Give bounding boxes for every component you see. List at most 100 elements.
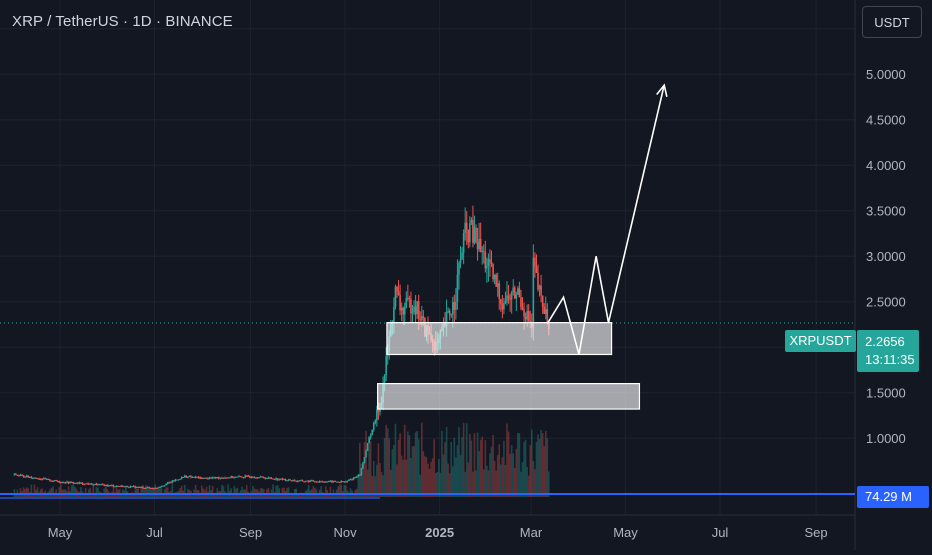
volume-bar: [159, 488, 161, 497]
volume-bar: [535, 441, 538, 497]
candle-body: [393, 306, 395, 323]
volume-bar: [140, 487, 143, 497]
candle-body: [179, 478, 181, 480]
candle-body: [397, 291, 400, 296]
candle-body: [218, 477, 220, 479]
volume-bar: [376, 464, 378, 497]
volume-bar: [95, 486, 98, 497]
candle-body: [185, 475, 188, 478]
volume-bar: [221, 484, 223, 497]
candle-body: [46, 479, 48, 481]
candle-body: [98, 484, 101, 486]
candle-body: [546, 309, 549, 324]
candle-body: [214, 476, 217, 479]
candle-body: [187, 476, 189, 478]
candle-body: [280, 478, 282, 480]
candle-body: [524, 316, 527, 320]
candle-body: [489, 259, 491, 262]
candle-body: [445, 311, 448, 326]
candle-body: [224, 477, 226, 479]
volume-bar: [507, 431, 510, 497]
candle-body: [27, 475, 30, 478]
candle-body: [156, 487, 158, 489]
candle-body: [451, 302, 454, 315]
candle-body: [86, 483, 88, 485]
volume-bar: [498, 444, 501, 497]
symbol-price-label: XRPUSDT: [785, 330, 856, 352]
candle-body: [106, 484, 109, 486]
candle-body: [207, 478, 209, 480]
candle-body: [87, 483, 90, 485]
volume-bar: [18, 493, 20, 497]
volume-bar: [366, 469, 369, 497]
price-tick-label: 1.5000: [866, 386, 906, 401]
candle-body: [115, 485, 118, 487]
candle-body: [114, 486, 116, 488]
volume-bar: [97, 487, 99, 497]
candle-body: [286, 480, 288, 482]
currency-button[interactable]: USDT: [862, 6, 922, 38]
volume-bar: [416, 431, 418, 497]
candle-body: [281, 478, 284, 480]
volume-bar: [430, 461, 432, 497]
volume-bar: [92, 485, 95, 497]
candle-body: [297, 481, 299, 483]
candle-body: [143, 488, 146, 490]
candle-body: [176, 479, 178, 481]
candle-body: [479, 238, 482, 252]
candle-body: [470, 220, 473, 224]
candle-body: [149, 487, 152, 489]
volume-bar: [328, 493, 330, 497]
candle-body: [173, 480, 175, 482]
volume-bar: [500, 464, 502, 497]
candle-body: [261, 476, 264, 478]
volume-bar: [442, 454, 445, 497]
candle-body: [481, 250, 484, 252]
volume-bar: [363, 442, 366, 497]
candle-body: [171, 480, 174, 483]
volume-bar: [472, 471, 474, 497]
candle-body: [132, 486, 135, 488]
volume-bar: [517, 432, 519, 497]
candle-body: [523, 309, 525, 317]
candle-body: [368, 437, 370, 443]
candle-body: [355, 477, 358, 479]
candle-body: [293, 480, 296, 482]
volume-bar: [211, 485, 214, 497]
volume-bar: [464, 471, 466, 497]
volume-bar: [245, 485, 248, 497]
volume-bar: [295, 488, 298, 497]
volume-bar: [58, 487, 61, 497]
volume-bar: [447, 463, 449, 497]
candle-body: [225, 477, 228, 479]
candle-body: [83, 483, 85, 485]
candle-body: [253, 477, 256, 479]
candle-body: [180, 477, 183, 479]
volume-bar: [532, 460, 535, 497]
candle-body: [458, 263, 460, 275]
volume-bar: [120, 493, 123, 497]
candle-body: [238, 476, 240, 478]
candle-body: [478, 238, 480, 250]
volume-bar: [230, 488, 233, 497]
volume-bar: [400, 455, 403, 497]
candle-body: [72, 482, 74, 484]
volume-bar: [461, 437, 463, 497]
price-tick-label: 4.0000: [866, 158, 906, 173]
candle-body: [264, 477, 267, 479]
candle-body: [103, 484, 105, 486]
candle-body: [453, 302, 456, 310]
volume-bar: [103, 488, 105, 497]
volume-bar: [357, 476, 360, 497]
candle-body: [42, 478, 45, 480]
candle-body: [108, 485, 110, 487]
volume-bar: [125, 486, 127, 497]
volume-bar: [380, 471, 383, 497]
volume-bar: [444, 442, 446, 497]
candle-body: [498, 283, 501, 300]
candle-body: [100, 484, 102, 486]
candle-body: [222, 477, 225, 479]
candle-body: [276, 478, 279, 480]
